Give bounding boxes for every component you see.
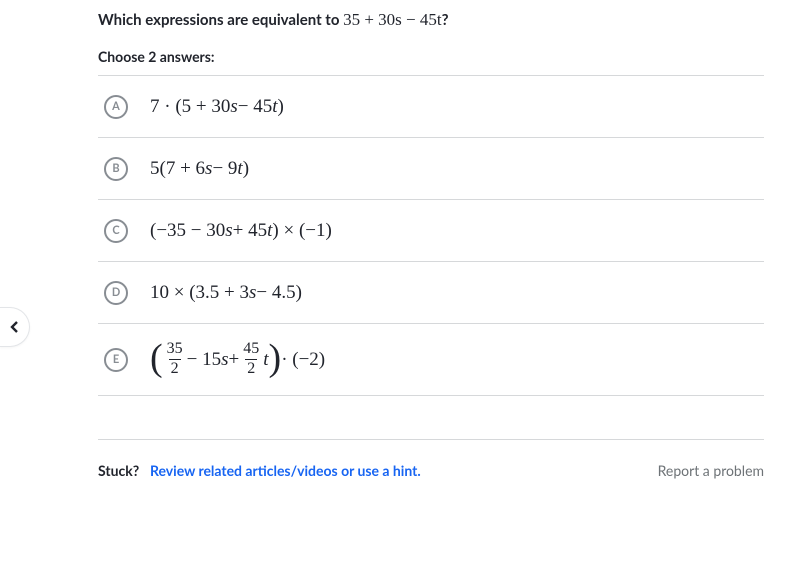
choice-letter-a: A: [104, 95, 128, 119]
chevron-left-icon: [9, 321, 21, 333]
choices-bottom-gap: [98, 396, 764, 440]
instruction-text: Choose 2 answers:: [98, 48, 764, 65]
choice-expr-b: 5(7 + 6s − 9t): [150, 158, 249, 180]
choice-a[interactable]: A 7 · (5 + 30s − 45t): [98, 76, 764, 138]
report-problem-link[interactable]: Report a problem: [658, 462, 764, 479]
stuck-label: Stuck?: [98, 462, 139, 479]
choice-e[interactable]: E (352 − 15s + 452t) · (−2): [98, 324, 764, 396]
choice-b[interactable]: B 5(7 + 6s − 9t): [98, 138, 764, 200]
question-prefix: Which expressions are equivalent to: [98, 11, 343, 29]
choice-letter-c: C: [104, 219, 128, 243]
choice-expr-e: (352 − 15s + 452t) · (−2): [150, 341, 325, 379]
choice-letter-b: B: [104, 157, 128, 181]
stuck-group: Stuck? Review related articles/videos or…: [98, 462, 421, 479]
question-panel: Which expressions are equivalent to 35 +…: [0, 0, 800, 479]
choice-expr-a: 7 · (5 + 30s − 45t): [150, 96, 284, 118]
choices-list: A 7 · (5 + 30s − 45t) B 5(7 + 6s − 9t) C…: [98, 75, 764, 440]
choice-letter-e: E: [104, 348, 128, 372]
question-text: Which expressions are equivalent to 35 +…: [98, 10, 764, 30]
choice-letter-d: D: [104, 281, 128, 305]
choice-expr-c: (−35 − 30s + 45t) × (−1): [150, 220, 332, 242]
question-math: 35 + 30s − 45t: [343, 10, 442, 29]
hint-link[interactable]: Review related articles/videos or use a …: [150, 462, 421, 479]
choice-c[interactable]: C (−35 − 30s + 45t) × (−1): [98, 200, 764, 262]
choice-d[interactable]: D 10 × (3.5 + 3s − 4.5): [98, 262, 764, 324]
question-suffix: ?: [442, 11, 449, 29]
choice-expr-d: 10 × (3.5 + 3s − 4.5): [150, 282, 302, 304]
footer: Stuck? Review related articles/videos or…: [98, 440, 764, 479]
